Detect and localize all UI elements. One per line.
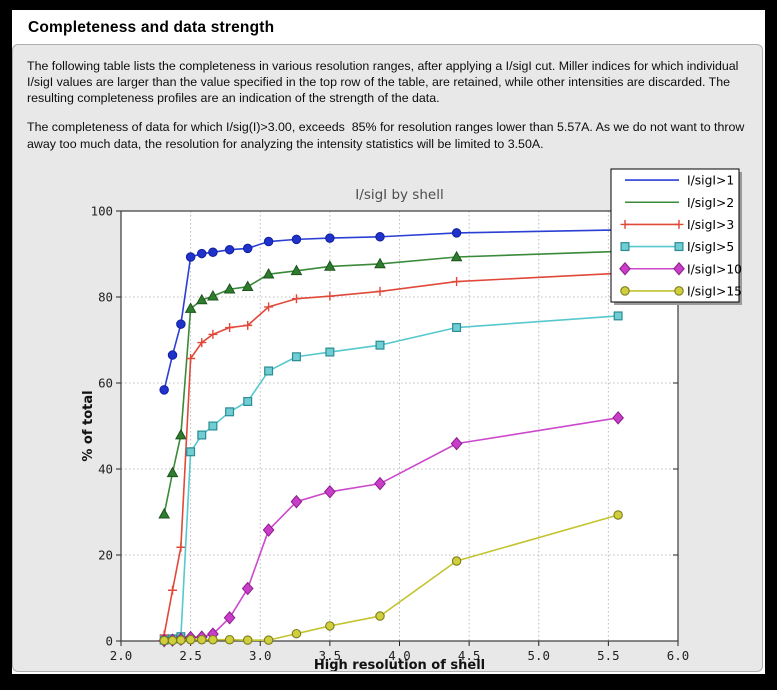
svg-text:% of total: % of total	[81, 390, 96, 461]
paragraph-completeness-description: The following table lists the completene…	[27, 59, 742, 106]
svg-text:I/sigI>3: I/sigI>3	[687, 218, 734, 232]
svg-text:I/sigI>15: I/sigI>15	[687, 284, 742, 298]
svg-text:5.0: 5.0	[528, 648, 550, 663]
svg-text:I/sigI>2: I/sigI>2	[687, 196, 734, 210]
svg-text:2.0: 2.0	[110, 648, 132, 663]
page-title: Completeness and data strength	[28, 19, 275, 36]
svg-text:I/sigI by shell: I/sigI by shell	[355, 187, 443, 203]
svg-text:0: 0	[106, 634, 113, 649]
svg-text:60: 60	[98, 376, 113, 391]
svg-text:I/sigI>5: I/sigI>5	[687, 240, 734, 254]
report-window: Completeness and data strength The follo…	[12, 10, 765, 674]
svg-text:4.5: 4.5	[458, 648, 480, 663]
paragraph-resolution-cutoff: The completeness of data for which I/sig…	[27, 120, 748, 151]
chart-legend: I/sigI>1 I/sigI>2 I/sigI>3 I/sigI>5 I/sigI>1…	[610, 168, 742, 305]
series-i-sigi-3	[159, 268, 623, 640]
chart-figure: 2.0 2.5 3.0 3.5 4.0 4.5 5.0 5.5 6.0 0 20 40 60 80 100 I…	[21, 166, 766, 673]
svg-text:5.5: 5.5	[597, 648, 619, 663]
svg-text:4.0: 4.0	[388, 648, 410, 663]
svg-text:100: 100	[91, 204, 113, 219]
svg-text:20: 20	[98, 548, 113, 563]
svg-text:3.5: 3.5	[319, 648, 341, 663]
svg-text:I/sigI>10: I/sigI>10	[687, 262, 742, 276]
svg-text:3.0: 3.0	[249, 648, 271, 663]
content-panel: The following table lists the completene…	[12, 44, 766, 673]
svg-text:6.0: 6.0	[667, 648, 689, 663]
series-i-sigi-15	[159, 510, 623, 646]
completeness-by-shell-chart: 2.0 2.5 3.0 3.5 4.0 4.5 5.0 5.5 6.0 0 20 40 60 80 100 I…	[81, 168, 742, 673]
svg-text:80: 80	[98, 290, 113, 305]
svg-text:I/sigI>1: I/sigI>1	[687, 174, 734, 188]
svg-text:High resolution of shell: High resolution of shell	[314, 658, 485, 671]
svg-text:2.5: 2.5	[179, 648, 201, 663]
svg-text:40: 40	[98, 462, 113, 477]
